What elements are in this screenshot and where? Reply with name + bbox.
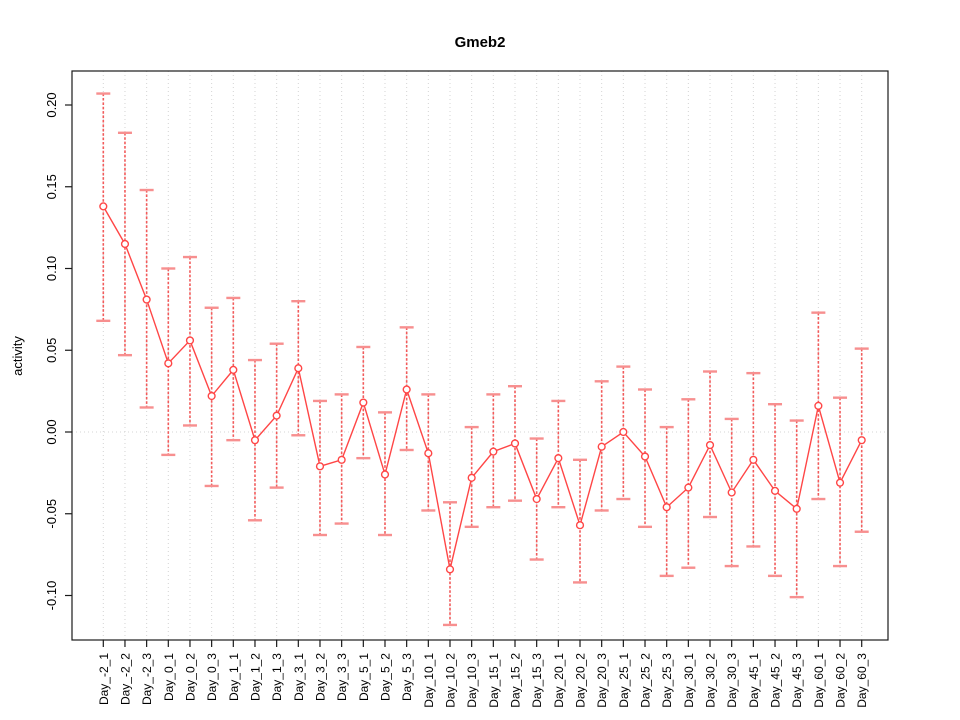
data-point: [402, 385, 411, 394]
data-point: [814, 401, 823, 410]
x-tick-label: Day_60_3: [855, 653, 869, 708]
data-point: [792, 504, 801, 513]
data-point: [445, 565, 455, 574]
data-point: [315, 462, 325, 471]
data-point: [749, 455, 758, 464]
x-tick-label: Day_15_1: [487, 653, 501, 708]
x-tick-label: Day_3_1: [292, 653, 306, 701]
x-tick-label: Day_20_3: [595, 653, 609, 708]
data-point: [185, 336, 195, 345]
series-line: [102, 206, 863, 570]
gridlines-layer: [72, 71, 888, 640]
x-tick-label: Day_45_3: [790, 653, 804, 708]
data-point: [229, 365, 238, 374]
x-tick-label: Day_10_2: [443, 653, 457, 708]
x-tick-label: Day_-2_2: [118, 653, 132, 705]
data-point: [164, 359, 173, 368]
y-axis-label: activity: [10, 336, 25, 376]
x-tick-label: Day_3_3: [335, 653, 349, 701]
x-tick-label: Day_5_3: [400, 653, 414, 701]
data-point: [142, 295, 151, 304]
x-tick-label: Day_15_2: [509, 653, 523, 708]
x-tick-label: Day_1_3: [270, 653, 284, 701]
data-point: [359, 398, 368, 407]
y-tick-label: -0.10: [44, 581, 59, 611]
x-tick-label: Day_30_3: [725, 653, 739, 708]
x-tick-label: Day_45_1: [747, 653, 761, 708]
data-point: [575, 521, 585, 530]
data-point: [424, 449, 433, 458]
data-point: [250, 436, 260, 445]
data-point: [120, 239, 130, 249]
x-tick-label: Day_5_2: [378, 653, 392, 701]
data-point: [662, 503, 671, 512]
plot-box-layer: [71, 70, 889, 641]
x-tick-label: Day_60_1: [812, 653, 826, 708]
data-point: [619, 427, 628, 437]
x-tick-label: Day_0_2: [183, 653, 197, 701]
data-point: [597, 442, 606, 451]
data-point: [857, 436, 866, 445]
data-point: [207, 391, 216, 401]
x-tick-label: Day_15_3: [530, 653, 544, 708]
data-point: [705, 440, 715, 450]
data-point: [294, 364, 303, 373]
y-tick-label: -0.05: [44, 499, 59, 529]
data-point: [727, 488, 736, 497]
x-tick-label: Day_20_1: [552, 653, 566, 708]
x-tick-label: Day_45_2: [769, 653, 783, 708]
x-tick-label: Day_0_3: [205, 653, 219, 701]
data-point: [835, 478, 845, 487]
y-tick-label: 0.15: [44, 174, 59, 199]
axes-layer: -0.10 -0.05 0.00 0.05 0.10 0.15 0.20 Day_-2_1 Da…: [44, 92, 869, 707]
x-tick-label: Day_3_2: [313, 653, 327, 701]
data-point: [99, 202, 108, 211]
x-tick-label: Day_30_1: [682, 653, 696, 708]
x-tick-label: Day_10_1: [422, 653, 436, 708]
y-tick-label: 0.00: [44, 419, 59, 444]
data-point: [489, 447, 498, 456]
data-point: [272, 411, 281, 420]
x-tick-label: Day_-2_3: [140, 653, 154, 705]
data-point: [554, 454, 563, 463]
y-tick-label: 0.10: [44, 256, 59, 281]
data-point: [510, 439, 520, 448]
x-tick-label: Day_60_2: [834, 653, 848, 708]
x-tick-label: Day_30_2: [704, 653, 718, 708]
x-tick-label: Day_10_3: [465, 653, 479, 708]
series-layer: [96, 92, 869, 627]
y-tick-label: 0.20: [44, 92, 59, 117]
x-tick-label: Day_25_3: [660, 653, 674, 708]
data-point: [380, 470, 390, 479]
data-point: [684, 483, 693, 492]
x-tick-label: Day_1_1: [227, 653, 241, 701]
x-tick-label: Day_0_1: [162, 653, 176, 701]
x-tick-label: Day_5_1: [357, 653, 371, 701]
data-point: [532, 494, 541, 504]
chart-title: Gmeb2: [455, 34, 506, 51]
data-point: [467, 473, 476, 482]
data-point: [337, 455, 346, 464]
data-point: [770, 486, 780, 495]
x-tick-label: Day_25_1: [617, 653, 631, 708]
x-tick-label: Day_20_2: [574, 653, 588, 708]
x-tick-label: Day_25_2: [639, 653, 653, 708]
x-tick-label: Day_1_2: [248, 653, 262, 701]
y-tick-label: 0.05: [44, 338, 59, 363]
data-point: [640, 452, 650, 461]
x-tick-label: Day_-2_1: [97, 653, 111, 705]
plot-box: [71, 70, 889, 641]
